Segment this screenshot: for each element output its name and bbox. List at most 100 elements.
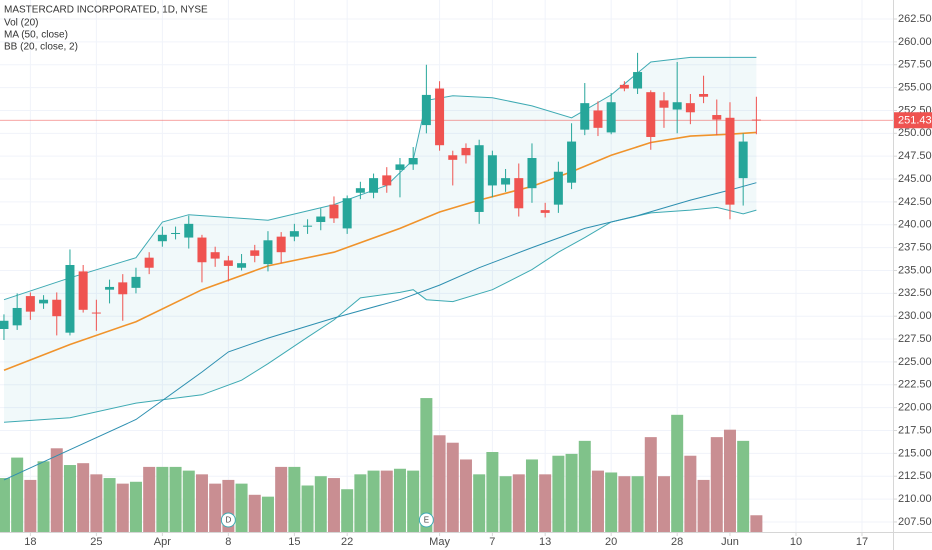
candle-body: [448, 155, 458, 160]
candle-body: [105, 286, 115, 290]
volume-bar: [380, 470, 393, 532]
volume-bar: [37, 461, 50, 532]
candle-body: [289, 231, 299, 237]
volume-bar: [301, 485, 314, 532]
volume-bar: [63, 465, 76, 532]
volume-bar: [486, 452, 499, 532]
volume-bar: [644, 437, 657, 532]
candle-body: [65, 264, 75, 333]
y-tick-label: 237.50: [898, 242, 932, 254]
candle-body: [593, 110, 603, 128]
candle-body: [223, 260, 233, 266]
y-tick-label: 242.50: [898, 196, 932, 208]
candle-body: [144, 257, 154, 268]
y-tick-label: 207.50: [898, 516, 932, 528]
volume-bar: [552, 455, 565, 532]
volume-bar: [156, 466, 169, 532]
y-tick-label: 227.50: [898, 333, 932, 345]
volume-bar: [578, 440, 591, 532]
candle-body: [672, 102, 682, 110]
volume-bar: [499, 476, 512, 532]
volume-bar: [565, 453, 578, 532]
volume-bar: [591, 470, 604, 532]
candle-body: [342, 198, 352, 229]
ma-line: [3, 131, 757, 371]
event-marker: [220, 512, 236, 528]
candle-body: [118, 282, 128, 295]
x-tick-label: 20: [605, 536, 617, 548]
candle-body: [699, 94, 709, 97]
volume-bar: [11, 457, 24, 532]
y-tick-label: 235.00: [898, 264, 932, 276]
bb-lower: [3, 206, 757, 423]
candle-body: [712, 115, 722, 120]
candle-body: [382, 175, 392, 186]
x-tick-label: 15: [288, 536, 300, 548]
x-tick-label: 22: [341, 536, 353, 548]
volume-bar: [275, 466, 288, 532]
candle-body: [580, 103, 590, 130]
volume-bar: [605, 472, 618, 532]
candle-body: [527, 158, 537, 189]
volume-bar: [314, 476, 327, 532]
candle-body: [250, 250, 260, 256]
volume-bar: [473, 474, 486, 532]
candle-body: [567, 141, 577, 183]
volume-bar: [90, 474, 103, 532]
x-tick-label: 8: [225, 536, 231, 548]
last-price-box: [894, 112, 932, 129]
volume-bar: [407, 470, 420, 532]
volume-bar: [367, 470, 380, 532]
candle-body: [276, 236, 286, 253]
y-tick-label: 250.00: [898, 127, 932, 139]
volume-bar: [525, 459, 538, 532]
volume-bar: [24, 479, 37, 532]
volume-bar: [710, 437, 723, 532]
x-tick-label: 7: [489, 536, 495, 548]
candle-body: [12, 307, 22, 326]
candle-body: [303, 225, 313, 227]
volume-bar: [420, 398, 433, 532]
event-label: D: [225, 516, 231, 525]
volume-bar: [288, 466, 301, 532]
candle-body: [157, 234, 167, 242]
volume-bar: [116, 483, 129, 532]
event-marker: [418, 512, 434, 528]
candle-body: [237, 263, 247, 268]
chart-title: MASTERCARD INCORPORATED, 1D, NYSE: [4, 5, 208, 16]
legend-bb: BB (20, close, 2): [4, 42, 78, 53]
candle-body: [435, 88, 445, 146]
volume-bar: [50, 448, 63, 532]
candle-body: [633, 72, 643, 89]
candle-body: [501, 178, 511, 185]
candle-body: [131, 276, 141, 288]
volume-bar: [235, 483, 248, 532]
volume-bar: [737, 440, 750, 532]
candle-body: [474, 145, 484, 212]
candle-body: [184, 223, 194, 238]
candle-body: [329, 204, 339, 219]
volume-bar: [459, 459, 472, 532]
candle-body: [751, 119, 761, 121]
x-tick-label: 17: [856, 536, 868, 548]
candle-body: [171, 232, 181, 234]
x-tick-label: May: [429, 536, 450, 548]
volume-bar: [0, 478, 10, 532]
candle-body: [685, 103, 695, 113]
x-tick-label: 10: [790, 536, 802, 548]
volume-bar: [512, 474, 525, 532]
candle-body: [78, 271, 88, 310]
candle-body: [39, 299, 49, 304]
y-tick-label: 260.00: [898, 36, 932, 48]
volume-bar: [354, 474, 367, 532]
volume-bar: [446, 442, 459, 532]
volume-bar: [182, 470, 195, 532]
axes: 207.50 210.00 212.50 215.00 217.50 220.00 222.…: [24, 13, 932, 548]
candle-body: [316, 216, 326, 223]
candle-body: [210, 252, 220, 259]
extra-line: [3, 182, 757, 481]
volume-bar: [248, 494, 261, 532]
